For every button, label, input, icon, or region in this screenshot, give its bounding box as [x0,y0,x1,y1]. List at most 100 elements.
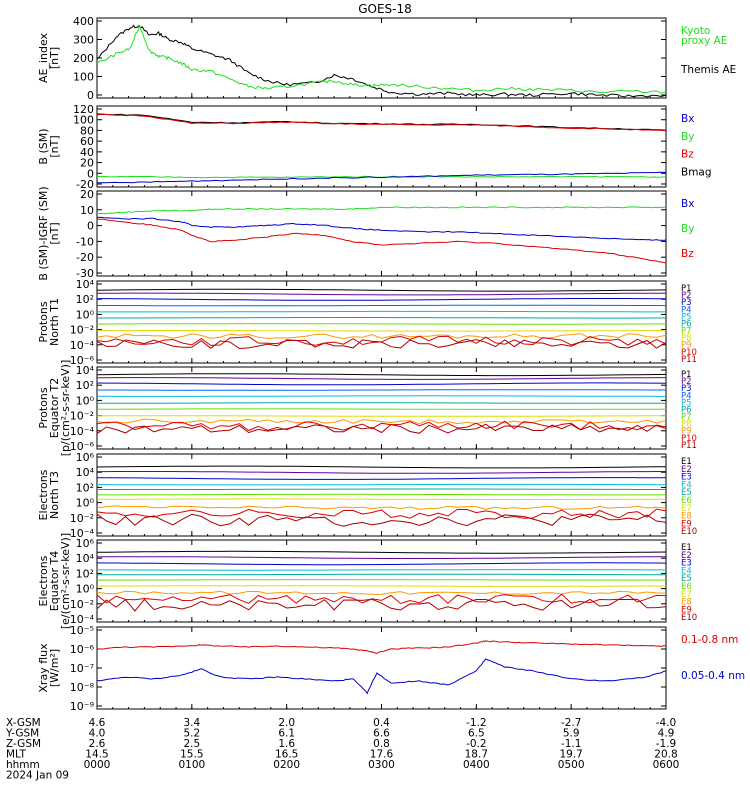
channel-line [97,317,666,319]
legend-entry: P9 [681,341,692,351]
legend-entry: E6 [681,582,692,592]
channel-line [97,573,666,576]
y-tick-label: 10⁻⁴ [70,339,95,352]
y-tick-label: 10⁻⁵ [70,624,94,637]
y-axis-label: [nT] [48,135,61,157]
legend-entry: P6 [681,319,692,329]
y-tick-label: 10⁻⁶ [70,643,95,656]
y-tick-label: -20 [76,178,94,191]
y-tick-label: 10⁻⁶ [70,354,95,367]
legend-entry: Themis AE [680,64,736,76]
y-axis-label: B (SM) [37,128,50,164]
channel-line [97,493,667,496]
y-tick-label: 10⁻² [70,410,94,423]
y-axis-label: Xray flux [37,643,50,693]
channel-line [96,333,667,340]
y-tick-label: 20 [80,188,94,201]
footer-value: -1.2 [466,717,487,729]
y-tick-label: 10⁰ [76,394,95,407]
y-tick-label: 10⁶ [76,451,95,464]
y-tick-label: 10⁻⁹ [70,700,94,713]
footer-value: 15.5 [180,749,203,761]
footer-value: 2.5 [183,738,200,750]
channel-line [97,323,666,325]
legend-entry: P4 [681,305,692,315]
series-line [96,113,667,132]
channel-line [96,556,667,559]
channel-line [96,562,667,566]
panel-3: 20 10 0 -10 -20 -30 B (SM)-IGRF (SM)[nT] Bx By Bz [37,186,694,280]
footer-value: 14.5 [85,749,108,761]
legend-entry: E2 [681,465,692,475]
y-tick-label: 100 [73,114,94,127]
y-axis-label: Electrons [37,555,50,606]
series-line [96,658,667,695]
footer-value: 4.0 [89,728,106,740]
y-tick-label: 80 [80,124,94,137]
y-axis-label: AE_index [37,32,50,83]
channel-line [96,598,667,612]
legend-entry: P11 [681,355,697,365]
legend-entry: E7 [681,504,692,514]
channel-line [97,330,666,332]
channel-line [96,420,667,432]
channel-line [96,335,667,346]
y-axis-label: [nT] [48,222,61,244]
channel-line [97,395,666,397]
footer-value: 3.4 [183,717,200,729]
footer-value: 1.6 [278,738,295,750]
footer-value: 0400 [463,759,490,771]
footer-value: -1.1 [561,738,582,750]
legend-entry: P9 [681,427,692,437]
legend-entry: P2 [681,291,692,301]
channel-line [97,377,666,380]
y-tick-label: 10⁴ [76,364,95,377]
channel-line [97,408,667,410]
y-tick-label: 40 [80,146,94,159]
y-tick-label: 400 [73,15,94,28]
y-tick-label: 10² [76,567,94,580]
legend-entry: 0.1-0.8 nm [681,634,738,646]
y-axis-label: [W/m²] [48,649,61,687]
y-tick-label: 10⁻⁴ [70,613,95,626]
y-axis-label: North T3 [48,471,61,519]
footer-value: 6.5 [468,728,485,740]
footer-value: 0500 [558,759,585,771]
channel-line [97,483,666,486]
legend-entry: P4 [681,391,692,401]
y-axis-label: [p/(cm²-s-sr-keV)] [59,360,72,457]
legend-entry: P3 [681,384,692,394]
legend-entry: E4 [681,566,692,576]
footer-value: 4.9 [658,728,675,740]
y-tick-label: 10⁻² [70,512,94,525]
footer-value: 6.1 [278,728,295,740]
y-axis-label: [e/(cm²-s-sr-keV)] [59,533,72,629]
footer-row-label: MLT [6,749,26,761]
y-tick-label: -20 [76,251,94,264]
legend-entry: P5 [681,312,692,322]
legend-entry: E1 [681,543,692,553]
channel-line [96,585,666,587]
channel-line [97,488,666,490]
y-tick-label: 200 [73,52,94,65]
channel-line [96,508,667,519]
channel-line [97,498,666,500]
y-tick-label: 10⁶ [76,537,95,550]
legend-entry: By [681,223,694,235]
footer-row-label: Z-GSM [6,738,41,750]
channel-line [96,513,667,527]
y-tick-label: 10⁻⁶ [70,440,95,453]
y-tick-label: 120 [73,103,94,116]
channel-line [96,373,667,377]
y-tick-label: 0 [87,220,94,233]
legend-entry: P10 [681,434,697,444]
y-axis-label: Protons [37,387,50,428]
series-line [96,171,667,184]
legend-entry: P8 [681,420,692,430]
y-tick-label: 10⁴ [76,466,95,479]
